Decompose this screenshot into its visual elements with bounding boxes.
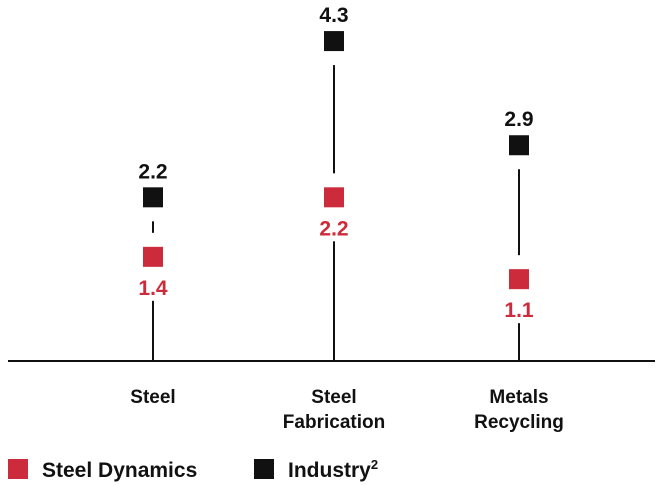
- marker-steel-dynamics: [143, 246, 163, 267]
- markers-layer: [143, 31, 529, 290]
- data-label-steel-dynamics: 2.2: [319, 217, 348, 240]
- stems-layer: [152, 65, 520, 361]
- x-tick-label: Recycling: [474, 412, 564, 433]
- legend-swatch-industry: [254, 459, 274, 479]
- legend: Steel Dynamics Industry2: [8, 457, 378, 482]
- x-tick-label: Fabrication: [283, 412, 385, 433]
- marker-industry: [509, 135, 529, 156]
- labels-layer: 2.2 1.4 Steel 4.3 2.2 Steel Fabrication 2.9 1.1 M…: [130, 4, 564, 433]
- x-tick-label: Steel: [130, 387, 175, 408]
- legend-label-industry: Industry2: [288, 457, 378, 482]
- marker-industry: [143, 187, 163, 208]
- marker-steel-dynamics: [324, 187, 344, 208]
- x-tick-label: Metals: [489, 387, 548, 408]
- legend-label-steel-dynamics: Steel Dynamics: [42, 459, 197, 482]
- data-label-industry: 2.2: [138, 160, 167, 183]
- data-label-industry: 2.9: [504, 108, 533, 131]
- legend-swatch-steel-dynamics: [8, 459, 28, 479]
- legend-label-industry-text: Industry: [288, 459, 371, 482]
- marker-industry: [324, 31, 344, 52]
- data-label-industry: 4.3: [319, 4, 348, 27]
- data-label-steel-dynamics: 1.4: [138, 277, 168, 300]
- legend-label-industry-superscript: 2: [371, 457, 378, 472]
- marker-steel-dynamics: [509, 269, 529, 290]
- x-tick-label: Steel: [311, 387, 356, 408]
- data-label-steel-dynamics: 1.1: [504, 299, 534, 322]
